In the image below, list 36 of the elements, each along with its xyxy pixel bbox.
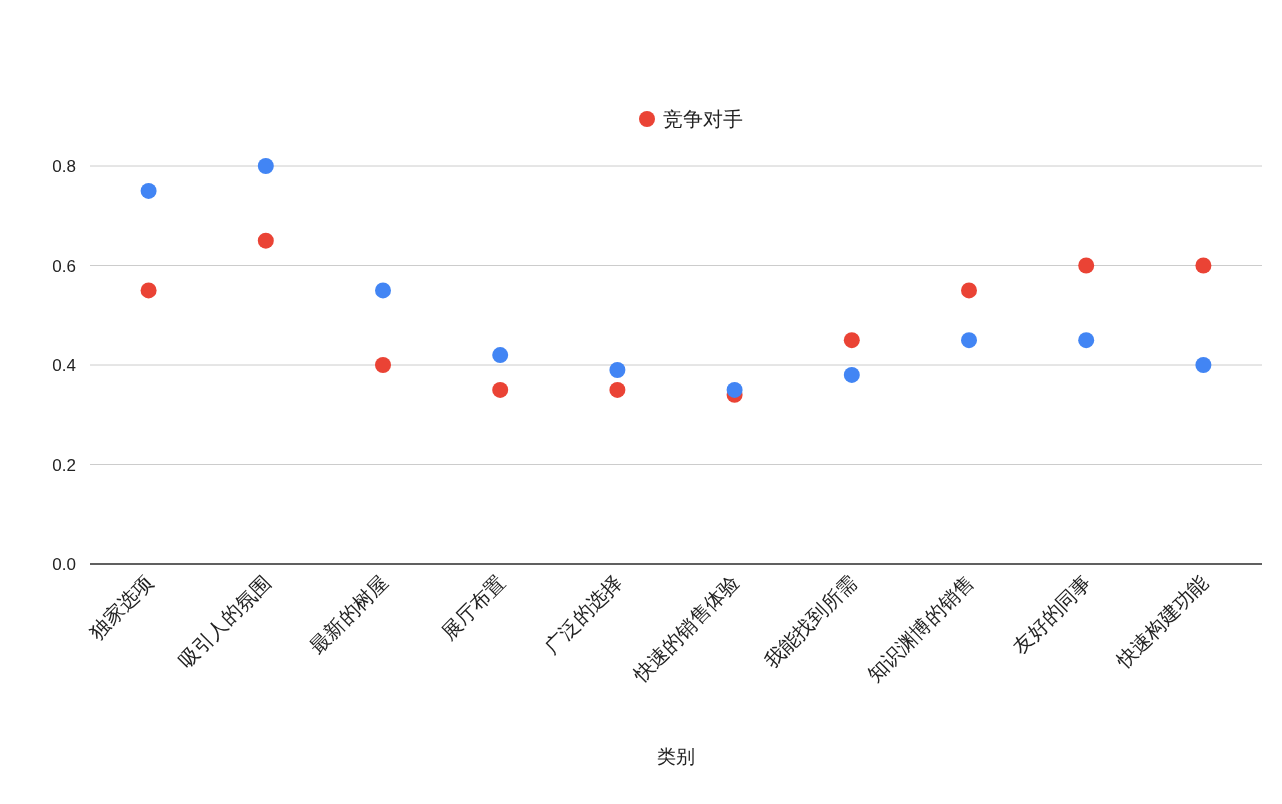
point [843,366,860,383]
x-tick-label: 独家选项 [85,571,158,644]
x-tick-label: 展厅布置 [436,571,510,644]
x-tick-label: 友好的同事 [1008,571,1096,658]
y-tick-label: 0.0 [52,555,76,574]
point [609,361,626,378]
x-tick-label: 知识渊博的销售 [863,571,978,686]
point [375,357,391,373]
point [961,282,977,299]
point [140,282,157,299]
point [140,182,157,199]
point [492,347,509,364]
point [1078,257,1095,274]
point [609,381,626,398]
x-tick-label: 广泛的选择 [539,571,627,658]
y-tick-label: 0.8 [52,157,76,176]
point [1195,357,1212,373]
x-axis-title: 类别 [657,746,695,767]
point [375,282,391,299]
point [257,232,274,249]
x-tick-label: 快速的销售体验 [628,571,744,687]
y-tick-label: 0.2 [52,455,76,475]
legend-label: 竞争对手 [663,108,743,130]
point [1078,332,1095,349]
point [1195,257,1212,274]
x-tick-label: 我能找到所需 [760,571,861,672]
x-tick-label: 吸引人的氛围 [174,571,275,672]
point [492,381,509,398]
point [961,332,977,349]
y-tick-label: 0.4 [52,356,76,375]
x-tick-label: 快速构建功能 [1111,571,1213,673]
y-tick-label: 0.6 [52,256,76,276]
point [843,332,860,349]
x-tick-label: 最新的树屋 [305,571,392,658]
point [726,381,743,398]
point [257,158,274,174]
